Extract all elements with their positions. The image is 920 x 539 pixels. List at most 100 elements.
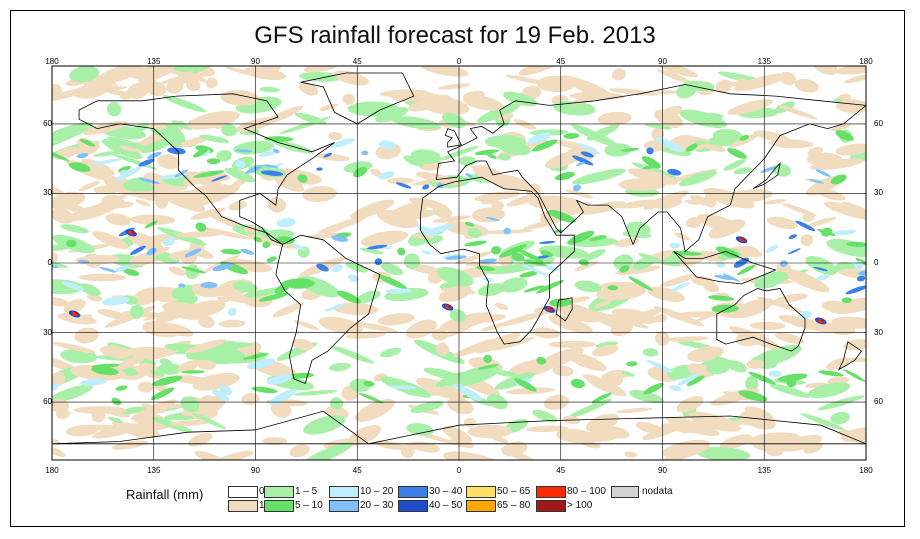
rainfall-cell — [130, 214, 176, 225]
rainfall-cell — [151, 375, 183, 386]
rainfall-cell — [181, 370, 205, 374]
rainfall-cell — [617, 199, 661, 209]
rainfall-cell — [610, 320, 634, 337]
rainfall-cell — [83, 253, 102, 268]
rainfall-cell — [319, 103, 339, 111]
rainfall-cell — [415, 377, 467, 401]
rainfall-cell — [331, 235, 349, 242]
rainfall-cell — [776, 261, 791, 275]
rainfall-cell — [66, 424, 99, 437]
rainfall-cell — [293, 390, 338, 396]
lat-tick-right: 30 — [874, 327, 883, 337]
rainfall-cell — [114, 265, 130, 272]
rainfall-cell — [647, 286, 686, 303]
legend-swatch — [536, 500, 566, 512]
rainfall-cell — [669, 242, 681, 249]
legend-label: 10 – 20 — [360, 486, 394, 497]
rainfall-cell — [220, 248, 242, 255]
rainfall-cell — [107, 416, 123, 424]
rainfall-cell — [448, 305, 452, 308]
rainfall-cell — [591, 344, 619, 357]
rainfall-cell — [218, 319, 246, 328]
rainfall-cell — [527, 132, 552, 144]
rainfall-cell — [763, 199, 787, 205]
rainfall-cell — [491, 336, 535, 351]
rainfall-cell — [611, 68, 626, 81]
rainfall-cell — [477, 364, 499, 370]
rainfall-cell — [294, 112, 327, 125]
rainfall-cell — [714, 274, 735, 281]
rainfall-cell — [567, 398, 612, 419]
rainfall-cell — [342, 93, 355, 105]
rainfall-cell — [187, 110, 240, 130]
rainfall-cell — [81, 77, 118, 91]
legend-label: 1 – 5 — [295, 486, 318, 497]
rainfall-cell — [548, 340, 597, 348]
rainfall-cell — [846, 241, 866, 247]
rainfall-cell — [211, 175, 228, 182]
legend-label: 20 – 30 — [360, 500, 394, 511]
rainfall-cell — [150, 387, 175, 401]
rainfall-cell — [408, 197, 447, 210]
rainfall-cell — [794, 78, 819, 93]
rainfall-cell — [194, 450, 228, 460]
rainfall-cell — [733, 167, 752, 175]
rainfall-cell — [432, 215, 471, 223]
rainfall-cell — [503, 227, 511, 235]
rainfall-cell — [251, 386, 278, 394]
legend-label: nodata — [642, 486, 673, 497]
rainfall-cell — [408, 94, 451, 112]
rainfall-cell — [476, 265, 495, 272]
rainfall-cell — [478, 258, 498, 264]
rainfall-cell — [52, 384, 93, 403]
figure-frame — [10, 10, 905, 527]
rainfall-cell — [449, 309, 467, 323]
landmass-africa — [420, 176, 575, 345]
lon-tick-bottom: 135 — [147, 466, 161, 475]
rainfall-cell — [733, 73, 788, 91]
rainfall-cell — [571, 168, 626, 185]
rainfall-cell — [333, 302, 379, 316]
rainfall-cell — [745, 375, 759, 392]
rainfall-cell — [192, 372, 240, 391]
rainfall-cell — [677, 373, 700, 386]
legend-swatch — [264, 500, 294, 512]
rainfall-cell — [463, 95, 504, 111]
rainfall-cell — [595, 341, 619, 348]
rainfall-cell — [206, 158, 221, 165]
rainfall-cell — [228, 200, 247, 211]
legend-swatch — [228, 500, 258, 512]
rainfall-cell — [779, 260, 788, 267]
rainfall-cell — [52, 208, 75, 224]
rainfall-cell — [442, 426, 473, 443]
rainfall-cell — [258, 150, 278, 157]
rainfall-cell — [826, 357, 851, 371]
rainfall-cell — [484, 135, 527, 149]
lon-tick-top: 45 — [352, 57, 362, 66]
rainfall-cell — [753, 435, 780, 451]
rainfall-cell — [669, 385, 682, 392]
rainfall-cell — [539, 240, 556, 244]
rainfall-cell — [646, 359, 673, 373]
rainfall-cell — [166, 80, 184, 94]
rainfall-cell — [215, 450, 254, 460]
rainfall-cell — [835, 130, 854, 142]
rainfall-cell — [816, 274, 831, 281]
rainfall-cell — [817, 228, 836, 236]
rainfall-cell — [537, 255, 549, 259]
rainfall-cell — [738, 390, 768, 402]
lon-tick-top: 45 — [556, 57, 566, 66]
rainfall-cell — [157, 154, 181, 170]
rainfall-cell — [354, 322, 398, 333]
rainfall-cell — [563, 133, 580, 139]
lat-tick-left: 30 — [43, 327, 52, 337]
rainfall-cell — [57, 313, 97, 325]
rainfall-cell — [446, 365, 500, 388]
rainfall-cell — [345, 261, 368, 273]
rainfall-cell — [454, 251, 493, 265]
rainfall-cell — [737, 264, 756, 276]
lon-tick-bottom: 45 — [556, 466, 566, 475]
rainfall-cell — [843, 339, 866, 351]
rainfall-cell — [467, 228, 482, 239]
rainfall-cell — [194, 184, 241, 206]
